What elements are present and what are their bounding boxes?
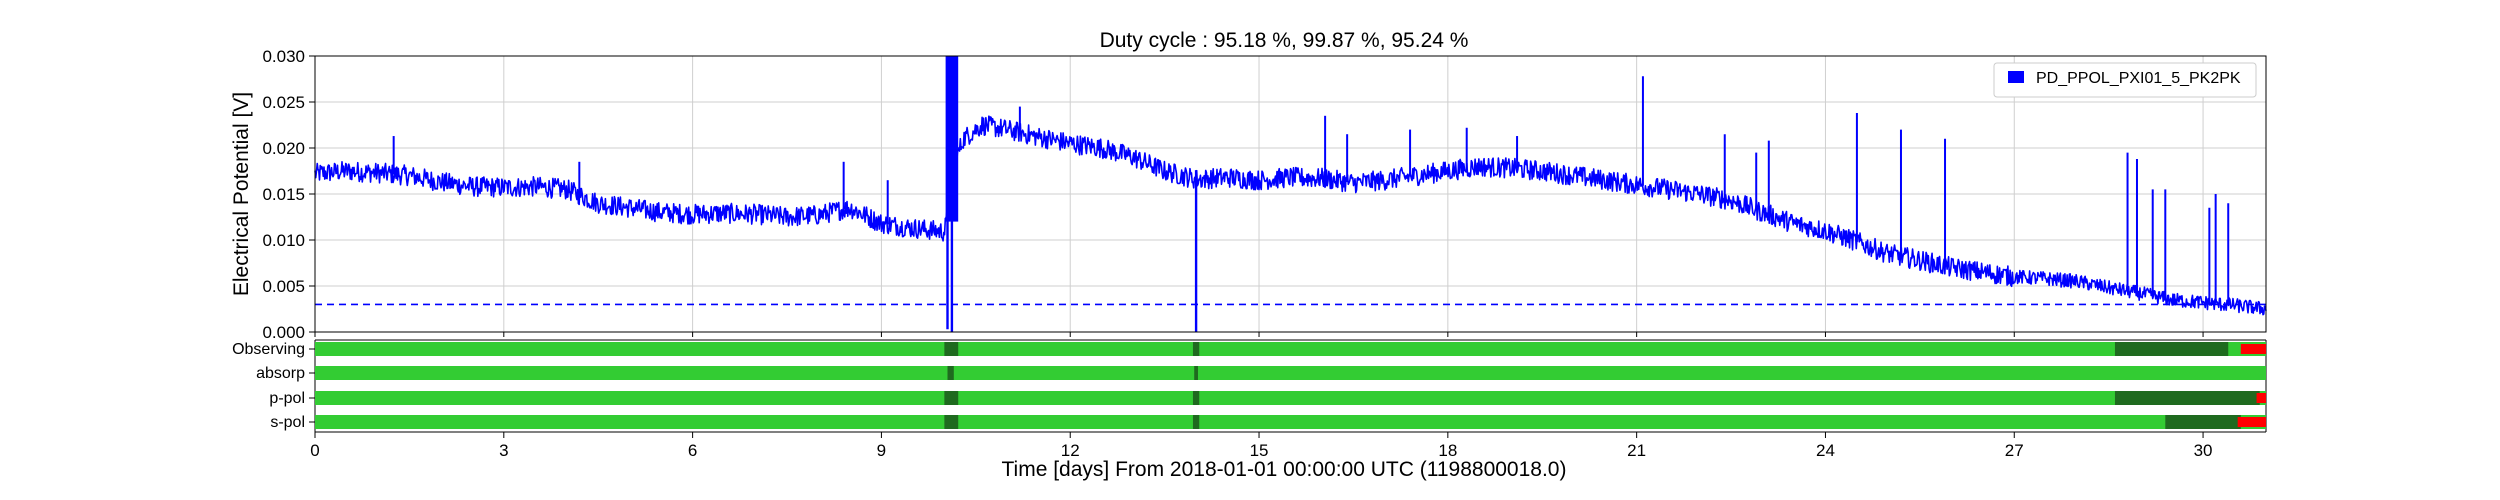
legend: PD_PPOL_PXI01_5_PK2PK (1993, 62, 2257, 98)
y-axis-label: Electrical Potential [V] (230, 92, 253, 296)
chart-title: Duty cycle : 95.18 %, 99.87 %, 95.24 % (1100, 29, 1469, 52)
segment-flag (2237, 417, 2266, 427)
segment-known (1192, 391, 1200, 405)
segments-layer: Observing absorp p-pol s-pol (232, 339, 2267, 433)
segment-known (1192, 342, 1200, 356)
legend-swatch (2008, 71, 2024, 83)
x-axis-label: Time [days] From 2018-01-01 00:00:00 UTC… (1002, 458, 1567, 481)
segment-known (2114, 342, 2229, 356)
segment-known (2165, 415, 2241, 429)
segment-known (944, 342, 959, 356)
x-tick-label: 0 (310, 441, 319, 460)
x-tick-label: 12 (1061, 441, 1080, 460)
segment-active (315, 391, 2266, 405)
y-tick-label: 0.025 (262, 93, 305, 112)
series-line (314, 115, 2267, 316)
segment-known (947, 366, 954, 380)
x-tick-label: 30 (2194, 441, 2213, 460)
segment-row-label: p-pol (269, 390, 305, 407)
segment-known (944, 391, 959, 405)
legend-box (1993, 62, 2257, 98)
x-tick-label: 21 (1627, 441, 1646, 460)
x-tick-label: 24 (1816, 441, 1835, 460)
grid-layer (315, 56, 2266, 332)
x-tick-label: 3 (499, 441, 508, 460)
segment-active (315, 342, 2266, 356)
y-tick-label: 0.020 (262, 139, 305, 158)
segment-flag (2240, 344, 2266, 354)
y-tick-label: 0.010 (262, 231, 305, 250)
y-tick-label: 0.005 (262, 277, 305, 296)
segment-known (1194, 366, 1198, 380)
segment-row-label: s-pol (270, 414, 305, 431)
segment-known (1192, 415, 1200, 429)
x-tick-label: 15 (1250, 441, 1269, 460)
x-tick-layer: 0 3 6 9 12 15 18 21 24 27 30 (310, 332, 2213, 460)
legend-entry: PD_PPOL_PXI01_5_PK2PK (2036, 70, 2241, 87)
segment-flag (2256, 393, 2266, 403)
series-layer (314, 56, 2267, 332)
segment-known (944, 415, 959, 429)
segment-known (2114, 391, 2260, 405)
x-tick-label: 27 (2005, 441, 2024, 460)
segment-active (315, 415, 2266, 429)
y-tick-label: 0.015 (262, 185, 305, 204)
segment-row-label: Observing (232, 341, 305, 358)
y-tick-layer: 0.000 0.005 0.010 0.015 0.020 0.025 0.030 (262, 47, 315, 342)
x-tick-label: 9 (877, 441, 886, 460)
series-burst (945, 56, 959, 222)
segment-row-label: absorp (256, 365, 305, 382)
y-tick-label: 0.030 (262, 47, 305, 66)
x-tick-label: 18 (1438, 441, 1457, 460)
x-tick-label: 6 (688, 441, 697, 460)
y-tick-label: 0.000 (262, 323, 305, 342)
segment-active (315, 366, 2266, 380)
